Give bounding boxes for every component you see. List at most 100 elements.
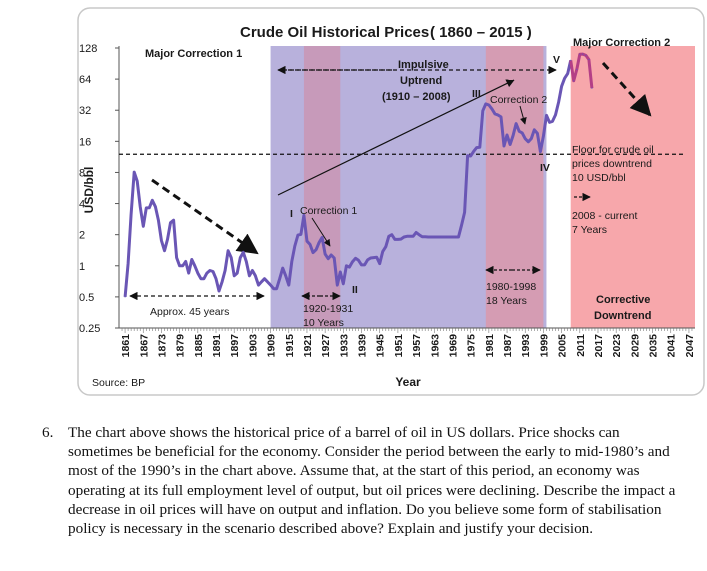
data-point xyxy=(157,219,160,221)
question-block: 6. The chart above shows the historical … xyxy=(42,423,682,538)
series-line-1 xyxy=(123,59,573,298)
wave-label-I: I xyxy=(290,208,293,220)
data-point xyxy=(476,146,478,149)
data-point xyxy=(473,150,475,152)
data-point xyxy=(303,214,305,217)
data-point xyxy=(351,261,354,263)
x-tick-label: 1939 xyxy=(357,334,369,358)
data-point xyxy=(421,236,423,238)
data-point xyxy=(245,260,247,263)
data-point xyxy=(363,264,366,266)
label-correction-1: Correction 1 xyxy=(300,205,357,217)
y-tick-label: 64 xyxy=(79,74,91,86)
y-tick-label: 0.5 xyxy=(79,292,94,304)
data-point xyxy=(388,235,390,237)
source-note: Source: BP xyxy=(92,377,145,389)
label-floor-3: 10 USD/bbl xyxy=(572,172,626,184)
shaded-region-3 xyxy=(485,46,544,328)
x-tick-label: 1867 xyxy=(138,334,150,358)
data-point xyxy=(236,272,238,274)
x-tick-label: 1891 xyxy=(211,334,223,358)
label-current-2: 7 Years xyxy=(572,224,607,236)
data-point xyxy=(309,243,311,246)
x-tick-label: 1963 xyxy=(429,334,441,358)
data-point xyxy=(124,296,126,298)
data-point xyxy=(151,199,153,201)
x-tick-label: 1921 xyxy=(302,334,314,358)
data-point xyxy=(312,252,314,254)
data-point xyxy=(357,259,360,261)
x-tick-label: 2005 xyxy=(557,334,569,358)
data-point xyxy=(148,207,150,209)
data-point xyxy=(470,155,472,157)
data-point xyxy=(230,256,232,259)
data-point xyxy=(391,234,393,236)
data-point xyxy=(273,288,275,290)
data-point xyxy=(324,253,326,255)
data-point xyxy=(130,213,132,215)
chart-title-years: ( 1860 – 2015 ) xyxy=(430,24,532,41)
x-tick-label: 2047 xyxy=(684,334,696,358)
shaded-regions xyxy=(270,46,695,328)
label-corrective: Corrective xyxy=(596,294,650,306)
label-period-1980-years: 18 Years xyxy=(486,295,527,307)
y-tick-label: 0.25 xyxy=(79,323,100,335)
question-text: The chart above shows the historical pri… xyxy=(68,424,676,538)
x-tick-label: 1945 xyxy=(375,334,387,358)
data-point xyxy=(579,53,581,55)
data-point xyxy=(412,235,414,237)
x-tick-label: 1999 xyxy=(538,334,550,358)
series-line-1-recent xyxy=(569,52,594,89)
data-point xyxy=(379,262,381,265)
data-point xyxy=(248,275,250,277)
data-point xyxy=(400,238,402,240)
x-tick-label: 1981 xyxy=(484,334,496,358)
data-point xyxy=(570,59,572,61)
data-point xyxy=(527,141,529,143)
data-point xyxy=(197,272,199,274)
data-point xyxy=(215,278,217,280)
data-point xyxy=(539,151,541,153)
data-point xyxy=(160,239,163,242)
data-point xyxy=(194,265,196,267)
data-point xyxy=(503,145,505,147)
data-point xyxy=(373,256,375,259)
data-point xyxy=(576,68,578,70)
label-impulsive: Impulsive xyxy=(398,59,449,71)
label-uptrend-years: (1910 – 2008) xyxy=(382,91,451,103)
data-point xyxy=(279,278,281,280)
data-point xyxy=(288,284,290,286)
data-point xyxy=(536,132,538,135)
y-tick-label: 8 xyxy=(79,167,85,179)
data-point xyxy=(548,121,551,123)
data-point xyxy=(433,236,435,238)
data-point xyxy=(518,130,520,132)
data-point xyxy=(415,231,417,234)
data-point xyxy=(585,54,587,56)
data-point xyxy=(154,206,156,208)
data-point xyxy=(260,281,263,283)
data-point xyxy=(403,236,405,238)
data-point xyxy=(227,250,229,252)
x-tick-label: 2035 xyxy=(648,334,660,358)
oil-price-chart: 128 64 32 16 8 4 2 1 0.5 0.25 1861 1867 1873 1879 1885… xyxy=(77,7,705,396)
label-floor-1: Floor for crude oil xyxy=(572,144,654,156)
data-point xyxy=(418,234,420,236)
data-point xyxy=(257,284,260,286)
data-point xyxy=(382,251,384,253)
data-point xyxy=(564,77,566,79)
data-point xyxy=(430,236,432,238)
x-tick-label: 1903 xyxy=(247,334,259,358)
data-point xyxy=(251,269,253,272)
data-point xyxy=(330,254,332,256)
x-tick-label: 2023 xyxy=(611,334,623,358)
data-point xyxy=(494,113,496,115)
y-tick-label: 2 xyxy=(79,230,85,242)
data-point xyxy=(406,235,408,237)
downtrend-arrow-1 xyxy=(151,178,259,255)
data-point xyxy=(451,236,454,238)
data-point xyxy=(454,236,457,238)
data-point xyxy=(185,260,187,263)
chart-title: Crude Oil Historical Prices xyxy=(240,24,429,41)
label-downtrend: Downtrend xyxy=(594,310,651,322)
